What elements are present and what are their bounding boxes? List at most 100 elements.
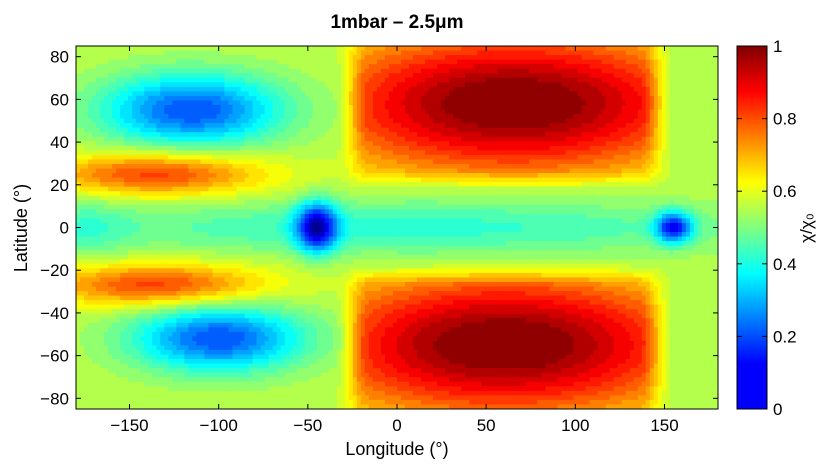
heatmap-cell	[521, 159, 526, 165]
heatmap-cell	[497, 163, 502, 170]
heatmap-cell	[425, 82, 430, 88]
heatmap-cell	[112, 82, 117, 88]
heatmap-cell	[212, 136, 218, 142]
heatmap-cell	[268, 68, 274, 74]
heatmap-cell	[140, 109, 145, 115]
heatmap-cell	[204, 95, 210, 102]
heatmap-cell	[176, 182, 181, 188]
heatmap-cell	[569, 100, 575, 106]
heatmap-cell	[677, 118, 683, 124]
heatmap-cell	[132, 159, 137, 165]
heatmap-cell	[513, 154, 518, 161]
heatmap-cell	[569, 150, 575, 156]
heatmap-cell	[557, 86, 563, 92]
heatmap-cell	[172, 86, 177, 92]
heatmap-cell	[481, 159, 486, 165]
heatmap-cell	[252, 55, 258, 61]
heatmap-cell	[581, 109, 587, 115]
heatmap-cell	[509, 177, 514, 183]
heatmap-cell	[364, 118, 370, 124]
heatmap-cell	[441, 50, 446, 56]
heatmap-cell	[348, 95, 354, 102]
heatmap-cell	[208, 150, 214, 156]
heatmap-cell	[585, 141, 591, 147]
heatmap-cell	[136, 154, 141, 161]
heatmap-cell	[100, 46, 105, 52]
heatmap-cell	[453, 95, 458, 102]
heatmap-cell	[585, 46, 591, 52]
heatmap-cell	[240, 150, 246, 156]
heatmap-cell	[364, 123, 370, 129]
heatmap-cell	[605, 55, 611, 61]
heatmap-cell	[292, 109, 298, 115]
heatmap-cell	[445, 150, 450, 156]
heatmap-cell	[144, 91, 149, 97]
heatmap-cell	[633, 82, 639, 88]
heatmap-cell	[280, 159, 286, 165]
heatmap-cell	[356, 59, 362, 65]
heatmap-cell	[88, 91, 93, 97]
heatmap-cell	[224, 182, 230, 188]
heatmap-cell	[108, 141, 113, 147]
heatmap-cell	[401, 177, 406, 183]
heatmap-cell	[625, 114, 631, 120]
heatmap-cell	[336, 82, 342, 88]
heatmap-cell	[148, 109, 153, 115]
heatmap-cell	[617, 182, 623, 188]
heatmap-cell	[264, 114, 270, 120]
heatmap-cell	[709, 168, 715, 174]
heatmap-cell	[673, 109, 679, 115]
heatmap-cell	[344, 114, 350, 120]
heatmap-cell	[549, 118, 555, 124]
heatmap-cell	[453, 55, 458, 61]
heatmap-cell	[589, 132, 595, 138]
heatmap-cell	[425, 118, 430, 124]
heatmap-cell	[120, 109, 125, 115]
heatmap-cell	[597, 109, 603, 115]
heatmap-cell	[605, 136, 611, 142]
heatmap-cell	[421, 91, 426, 97]
heatmap-cell	[509, 50, 514, 56]
heatmap-cell	[597, 82, 603, 88]
heatmap-cell	[629, 73, 635, 79]
heatmap-cell	[569, 64, 575, 70]
heatmap-cell	[304, 118, 310, 124]
heatmap-cell	[92, 132, 97, 138]
heatmap-cell	[300, 163, 306, 170]
heatmap-cell	[429, 91, 434, 97]
heatmap-cell	[316, 86, 322, 92]
heatmap-cell	[521, 182, 526, 188]
heatmap-cell	[80, 104, 85, 111]
heatmap-cell	[605, 86, 611, 92]
heatmap-cell	[84, 91, 89, 97]
heatmap-cell	[641, 145, 647, 151]
heatmap-cell	[84, 82, 89, 88]
heatmap-cell	[453, 64, 458, 70]
heatmap-cell	[76, 100, 81, 106]
heatmap-cell	[593, 141, 599, 147]
heatmap-cell	[256, 177, 262, 183]
heatmap-cell	[208, 154, 214, 161]
heatmap-cell	[445, 86, 450, 92]
heatmap-cell	[481, 168, 486, 174]
heatmap-cell	[348, 73, 354, 79]
heatmap-cell	[252, 95, 258, 102]
heatmap-cell	[284, 177, 290, 183]
heatmap-cell	[473, 59, 478, 65]
heatmap-cell	[409, 177, 414, 183]
heatmap-cell	[148, 91, 153, 97]
heatmap-cell	[108, 73, 113, 79]
heatmap-cell	[104, 109, 109, 115]
heatmap-cell	[132, 100, 137, 106]
heatmap-cell	[497, 73, 502, 79]
heatmap-cell	[405, 150, 410, 156]
heatmap-cell	[312, 136, 318, 142]
heatmap-cell	[296, 141, 302, 147]
heatmap-cell	[164, 73, 169, 79]
heatmap-cell	[360, 154, 366, 161]
heatmap-cell	[557, 141, 563, 147]
heatmap-cell	[240, 59, 246, 65]
heatmap-cell	[224, 118, 230, 124]
heatmap-cell	[280, 182, 286, 188]
heatmap-cell	[132, 145, 137, 151]
